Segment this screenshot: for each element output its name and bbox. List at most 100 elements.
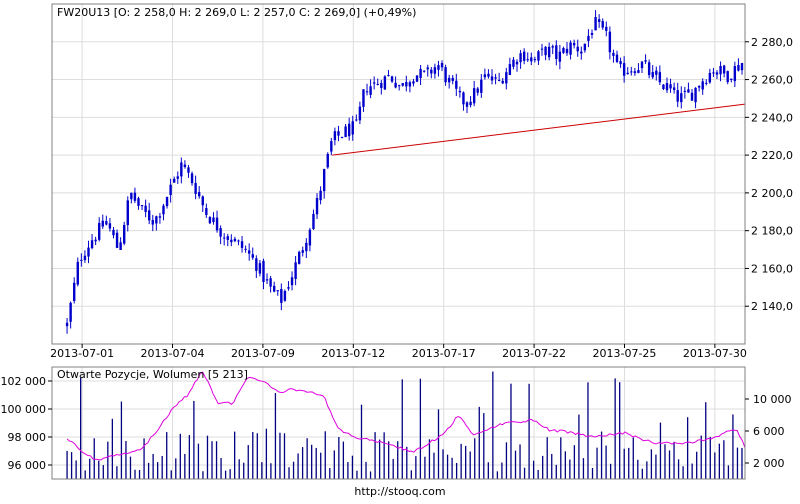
candle-body [98,222,101,240]
candle-body [415,75,419,82]
candle-body [137,198,140,206]
candle-body [394,82,397,88]
candle-body [469,101,472,106]
candle-body [665,83,669,91]
candle-body [519,53,522,63]
candle-body [312,213,315,230]
open-interest-tick-label: 98 000 [8,431,47,444]
price-panel-frame [52,4,745,344]
candle-body [701,81,704,90]
trendline-segment [332,103,746,156]
candle-body [344,126,347,138]
candle-body [305,242,308,252]
candle-body [330,141,333,152]
candle-body [458,90,462,93]
open-interest-path [66,371,746,461]
candle-body [430,69,433,74]
trendline [332,103,746,156]
candle-body [376,83,379,85]
candle-body [487,73,490,77]
candle-body [422,70,426,72]
price-y-tick-label: 2 180,0 [751,225,793,238]
candle-body [694,87,697,103]
candle-body [497,79,501,81]
candle-body [380,82,383,89]
candle-body [319,190,322,201]
candle-body [297,251,301,264]
candle-body [272,285,276,292]
candle-body [194,182,197,194]
candle-body [605,26,608,31]
candle-body [140,205,144,207]
candle-body [626,72,629,75]
candle-body [690,92,694,101]
candle-body [544,46,547,56]
candle-body [337,131,340,136]
candle-body [165,196,169,207]
candle-body [226,236,229,240]
candle-body [162,205,165,215]
candle-body [512,59,515,67]
candle-body [183,164,187,168]
candle-body [133,192,137,201]
candle-body [733,66,737,82]
price-x-tick-label: 2013-07-09 [231,347,295,360]
candle-body [587,35,590,41]
candle-body [212,217,215,222]
volume-axis: 2 000 6 000 10 000 [745,393,792,470]
candle-body [644,60,647,62]
candle-body [155,216,158,224]
candle-body [433,67,437,74]
candle-body [555,45,558,59]
candle-body [680,93,683,103]
candle-body [276,290,279,292]
candle-body [444,67,447,83]
candle-body [126,200,129,226]
candle-body [572,42,576,46]
price-candles [65,10,744,334]
candle-body [590,32,594,35]
open-interest-axis: 96 000 98 000 100 000 102 000 [1,375,52,472]
candle-body [294,262,297,279]
candle-body [730,78,733,80]
candle-body [262,260,265,283]
candle-body [597,19,601,22]
candle-body [326,153,329,168]
candle-body [612,52,615,56]
candle-body [105,220,108,225]
candle-body [197,192,201,197]
candle-body [633,71,637,74]
candle-body [501,80,504,84]
candle-body [562,47,565,53]
candle-body [108,223,112,229]
candle-body [465,102,469,107]
candle-body [451,77,454,82]
candle-body [533,59,537,61]
candle-body [65,322,69,327]
price-y-tick-label: 2 240,0 [751,111,793,124]
open-interest-line [66,371,746,461]
candle-body [622,63,626,76]
open-interest-tick-label: 102 000 [1,375,47,388]
price-x-axis: 2013-07-01 2013-07-04 2013-07-09 2013-07-12… [50,344,747,360]
candle-body [83,255,87,261]
candle-body [119,242,122,250]
price-x-tick-label: 2013-07-12 [321,347,385,360]
candle-body [740,63,744,71]
candle-body [455,80,458,89]
price-y-tick-label: 2 280,0 [751,36,793,49]
open-interest-tick-label: 100 000 [1,403,47,416]
candle-body [662,84,665,90]
volume-grid [52,367,745,479]
candle-body [151,220,154,225]
candle-body [655,70,658,75]
candle-body [94,239,97,242]
candle-body [672,87,676,90]
candle-body [333,131,337,141]
volume-tick-label: 6 000 [753,425,785,438]
candle-body [515,61,519,65]
candle-body [405,81,408,87]
candle-body [505,72,508,84]
candle-body [576,46,579,52]
